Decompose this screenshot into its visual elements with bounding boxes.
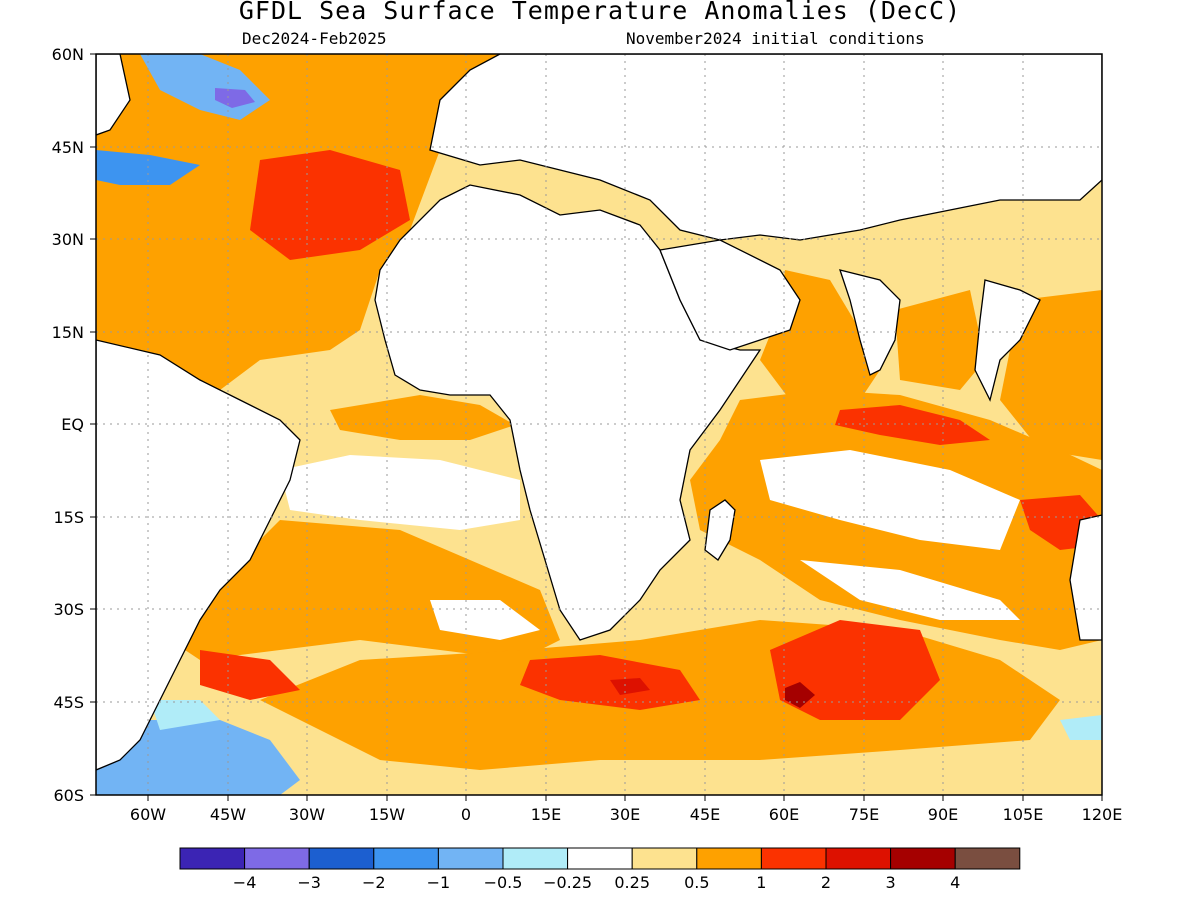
lon-label-15w: 15W xyxy=(369,805,405,824)
gulf-guinea-warm-region xyxy=(330,395,515,440)
lon-label-75e: 75E xyxy=(849,805,879,824)
colorbar-label: 1 xyxy=(756,873,766,892)
map-field xyxy=(96,54,1102,795)
lat-label-15s: 15S xyxy=(53,508,84,527)
lon-label-105e: 105E xyxy=(1003,805,1044,824)
arabia-land xyxy=(659,239,801,351)
india-land xyxy=(839,269,901,376)
africa-land xyxy=(374,184,762,641)
eq-atlantic-neutral-band xyxy=(280,455,520,530)
colorbar-box xyxy=(631,847,698,870)
madagascar-land xyxy=(704,499,736,561)
colorbar-box xyxy=(308,847,375,870)
lon-label-60w: 60W xyxy=(130,805,166,824)
lat-label-45n: 45N xyxy=(52,138,84,157)
colorbar: −4 −3 −2 −1 −0.5 −0.25 0.25 0.5 1 2 3 4 xyxy=(179,847,1021,892)
lon-label-30w: 30W xyxy=(289,805,325,824)
colorbar-label: −0.5 xyxy=(484,873,523,892)
s-atlantic-cool-region xyxy=(96,720,300,795)
lat-label-60n: 60N xyxy=(52,45,84,64)
colorbar-label: −2 xyxy=(362,873,386,892)
s-indian-hot-region-1 xyxy=(520,655,700,710)
colorbar-label: −0.25 xyxy=(543,873,592,892)
colorbar-box xyxy=(244,847,310,870)
s-atlantic-hot-region xyxy=(200,650,300,700)
land-masses xyxy=(96,54,1102,771)
s-indian-dark-red-region xyxy=(610,678,650,695)
colorbar-label: 0.5 xyxy=(684,873,709,892)
indian-neutral-band-2 xyxy=(800,560,1020,620)
colorbar-label: −3 xyxy=(297,873,321,892)
colorbar-label: 2 xyxy=(821,873,831,892)
lat-label-45s: 45S xyxy=(53,693,84,712)
colorbar-box xyxy=(502,847,569,870)
indian-eq-hot-region xyxy=(835,405,990,445)
colorbar-label: −4 xyxy=(233,873,257,892)
colorbar-label: −1 xyxy=(427,873,451,892)
europe-land xyxy=(429,54,1102,241)
nw-atlantic-cold-core xyxy=(215,88,255,108)
lon-labels: 60W 45W 30W 15W 0 15E 30E 45E 60E 75E 90… xyxy=(130,805,1122,824)
lon-label-45w: 45W xyxy=(210,805,246,824)
graticule xyxy=(96,54,1102,795)
colorbar-box xyxy=(760,847,827,870)
n-atlantic-hot-region xyxy=(250,150,410,260)
colorbar-box xyxy=(696,847,762,870)
north-america-land xyxy=(96,54,131,136)
south-america-land xyxy=(96,339,301,771)
southern-cool-region xyxy=(150,700,220,730)
map-title: GFDL Sea Surface Temperature Anomalies (… xyxy=(238,0,962,25)
bay-bengal-warm-region xyxy=(895,290,985,390)
lon-label-15e: 15E xyxy=(531,805,561,824)
lon-label-120e: 120E xyxy=(1082,805,1123,824)
colorbar-label: 4 xyxy=(950,873,960,892)
lat-label-eq: EQ xyxy=(61,415,84,434)
initial-conditions: November2024 initial conditions xyxy=(626,29,925,48)
s-atlantic-neutral-band xyxy=(430,600,540,640)
lon-ticks xyxy=(147,795,1103,801)
se-indian-cool-region xyxy=(1060,715,1102,740)
lon-label-0: 0 xyxy=(461,805,471,824)
lon-label-90e: 90E xyxy=(928,805,958,824)
indian-neutral-band xyxy=(760,450,1020,550)
colorbar-box xyxy=(890,847,956,870)
lon-label-60e: 60E xyxy=(769,805,799,824)
lat-label-15n: 15N xyxy=(52,323,84,342)
forecast-period: Dec2024-Feb2025 xyxy=(242,29,387,48)
lat-label-30s: 30S xyxy=(53,600,84,619)
colorbar-box xyxy=(179,847,246,870)
colorbar-box xyxy=(373,847,439,870)
lat-ticks xyxy=(90,53,96,796)
lat-label-30n: 30N xyxy=(52,230,84,249)
colorbar-box xyxy=(825,847,892,870)
colorbar-box xyxy=(954,847,1021,870)
lat-label-60s: 60S xyxy=(53,786,84,805)
s-indian-extreme-region xyxy=(785,682,815,708)
lon-label-30e: 30E xyxy=(610,805,640,824)
colorbar-box xyxy=(437,847,504,870)
colorbar-box xyxy=(567,847,633,870)
se-asia-land xyxy=(974,279,1041,402)
lat-labels: 60N 45N 30N 15N EQ 15S 30S 45S 60S xyxy=(52,45,84,805)
colorbar-label: 0.25 xyxy=(614,873,650,892)
lon-label-45e: 45E xyxy=(690,805,720,824)
colorbar-label: 3 xyxy=(886,873,896,892)
